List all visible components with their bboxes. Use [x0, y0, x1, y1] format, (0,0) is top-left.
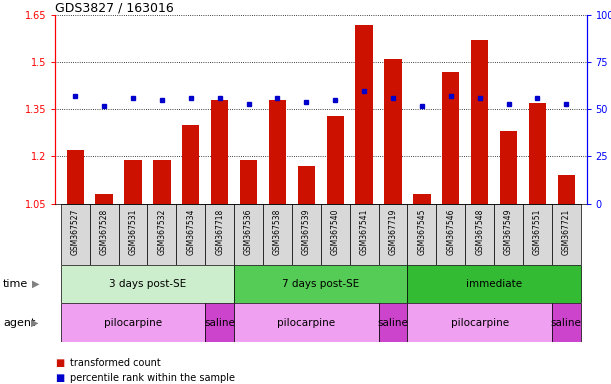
Text: saline: saline — [551, 318, 582, 328]
Bar — [234, 204, 263, 265]
Bar — [124, 160, 142, 204]
Text: GDS3827 / 163016: GDS3827 / 163016 — [55, 1, 174, 14]
Bar — [95, 194, 113, 204]
Bar — [558, 175, 575, 204]
Text: time: time — [3, 279, 28, 289]
Bar — [60, 303, 205, 342]
Text: GSM367548: GSM367548 — [475, 209, 484, 255]
Text: GSM367539: GSM367539 — [302, 209, 311, 255]
Bar — [471, 40, 488, 204]
Bar — [529, 103, 546, 204]
Text: GSM367536: GSM367536 — [244, 209, 253, 255]
Text: GSM367540: GSM367540 — [331, 209, 340, 255]
Text: GSM367541: GSM367541 — [360, 209, 368, 255]
Bar — [240, 160, 257, 204]
Bar — [292, 204, 321, 265]
Text: GSM367551: GSM367551 — [533, 209, 542, 255]
Text: pilocarpine: pilocarpine — [104, 318, 162, 328]
Text: ■: ■ — [55, 373, 64, 383]
Text: GSM367549: GSM367549 — [504, 209, 513, 255]
Text: GSM367546: GSM367546 — [446, 209, 455, 255]
Bar — [465, 204, 494, 265]
Text: agent: agent — [3, 318, 35, 328]
Bar — [494, 204, 523, 265]
Bar — [119, 204, 147, 265]
Bar — [379, 204, 408, 265]
Text: immediate: immediate — [466, 279, 522, 289]
Text: GSM367718: GSM367718 — [215, 209, 224, 255]
Bar — [413, 194, 431, 204]
Bar — [211, 100, 229, 204]
Bar — [263, 204, 292, 265]
Bar — [298, 166, 315, 204]
Text: ■: ■ — [55, 358, 64, 368]
Text: GSM367532: GSM367532 — [158, 209, 166, 255]
Text: 7 days post-SE: 7 days post-SE — [282, 279, 359, 289]
Bar — [436, 204, 465, 265]
Bar — [205, 303, 234, 342]
Text: GSM367538: GSM367538 — [273, 209, 282, 255]
Bar — [500, 131, 518, 204]
Bar — [379, 303, 408, 342]
Bar — [177, 204, 205, 265]
Bar — [90, 204, 119, 265]
Bar — [60, 204, 90, 265]
Bar — [269, 100, 286, 204]
Text: 3 days post-SE: 3 days post-SE — [109, 279, 186, 289]
Text: GSM367719: GSM367719 — [389, 209, 398, 255]
Bar — [234, 265, 408, 303]
Bar — [384, 59, 401, 204]
Bar — [326, 116, 344, 204]
Text: pilocarpine: pilocarpine — [277, 318, 335, 328]
Bar — [60, 265, 234, 303]
Text: GSM367528: GSM367528 — [100, 209, 109, 255]
Text: transformed count: transformed count — [70, 358, 161, 368]
Text: ▶: ▶ — [32, 279, 39, 289]
Bar — [182, 125, 199, 204]
Bar — [321, 204, 349, 265]
Bar — [205, 204, 234, 265]
Bar — [408, 265, 581, 303]
Bar — [523, 204, 552, 265]
Bar — [408, 204, 436, 265]
Bar — [442, 72, 459, 204]
Bar — [408, 303, 552, 342]
Text: ▶: ▶ — [31, 318, 38, 328]
Text: saline: saline — [204, 318, 235, 328]
Bar — [67, 150, 84, 204]
Bar — [153, 160, 170, 204]
Text: GSM367531: GSM367531 — [128, 209, 137, 255]
Text: GSM367545: GSM367545 — [417, 209, 426, 255]
Bar — [552, 204, 581, 265]
Bar — [349, 204, 379, 265]
Text: GSM367527: GSM367527 — [71, 209, 79, 255]
Bar — [356, 25, 373, 204]
Bar — [234, 303, 379, 342]
Text: GSM367721: GSM367721 — [562, 209, 571, 255]
Text: percentile rank within the sample: percentile rank within the sample — [70, 373, 235, 383]
Text: GSM367534: GSM367534 — [186, 209, 196, 255]
Text: pilocarpine: pilocarpine — [450, 318, 509, 328]
Text: saline: saline — [378, 318, 408, 328]
Bar — [147, 204, 177, 265]
Bar — [552, 303, 581, 342]
